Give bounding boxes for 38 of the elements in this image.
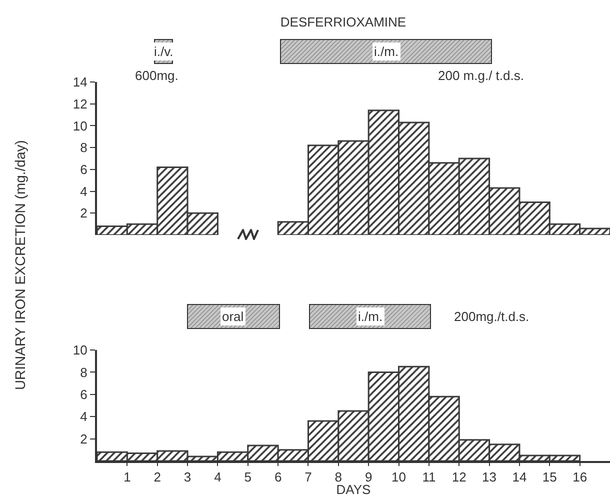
x-tick-label: 7 [304, 470, 312, 485]
y-tick-label: 6 [80, 386, 88, 402]
text: oral [222, 309, 244, 324]
x-tick-label: 13 [482, 470, 497, 485]
y-tick-label: 2 [80, 431, 88, 446]
y-tick-label: 6 [80, 162, 88, 177]
x-tick-label: 10 [392, 470, 406, 485]
y-tick-label: 8 [80, 364, 88, 380]
text: 200mg./t.d.s. [454, 309, 530, 324]
chart-title: DESFERRIOXAMINE [280, 14, 406, 30]
x-tick-label: 12 [452, 470, 466, 485]
x-tick-label: 16 [572, 470, 588, 485]
x-tick-label: 1 [124, 470, 131, 485]
x-tick-label: 6 [274, 470, 282, 485]
y-tick-label: 4 [80, 184, 88, 199]
x-axis-title: DAYS [336, 482, 372, 497]
x-tick-label: 8 [334, 470, 342, 485]
y-axis-title: URINARY IRON EXCRETION (mg./day) [12, 140, 28, 390]
x-tick-label: 9 [364, 470, 372, 485]
x-tick-label: 11 [422, 470, 436, 485]
y-tick-label: 14 [72, 74, 88, 90]
y-tick-label: 12 [72, 96, 88, 112]
x-tick-label: 15 [542, 470, 557, 485]
x-tick-label: 14 [512, 470, 527, 485]
y-tick-label: 8 [80, 140, 88, 156]
x-tick-label: 2 [154, 470, 161, 485]
annotation: 200 m.g./ t.d.s. [438, 68, 524, 83]
x-tick-label: 4 [214, 470, 222, 485]
y-tick-label: 10 [72, 342, 88, 358]
y-tick-label: 2 [80, 206, 88, 221]
text: i./m. [374, 44, 399, 59]
y-tick-label: 10 [72, 118, 88, 134]
text: i./v. [154, 44, 174, 59]
x-tick-label: 3 [184, 470, 192, 485]
text: i./m. [358, 309, 383, 324]
annotation: 600mg. [135, 68, 178, 83]
x-tick-label: 5 [244, 470, 252, 485]
y-tick-label: 4 [80, 409, 88, 424]
